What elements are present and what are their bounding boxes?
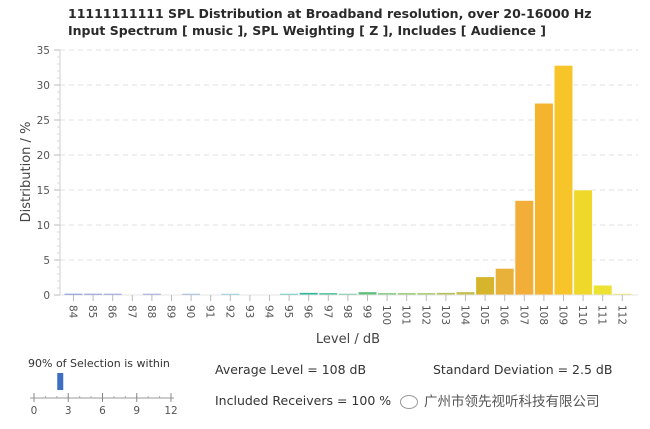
x-tick-label: 93 bbox=[243, 305, 255, 318]
bar-108 bbox=[534, 102, 554, 296]
x-tick-label: 85 bbox=[86, 305, 98, 318]
y-tick-label: 10 bbox=[37, 220, 50, 232]
x-tick-label: 86 bbox=[106, 305, 118, 319]
x-tick-label: 87 bbox=[125, 305, 137, 318]
y-tick-label: 20 bbox=[37, 150, 50, 162]
x-tick-label: 94 bbox=[263, 305, 275, 319]
chart-title-block: 11111111111 SPL Distribution at Broadban… bbox=[68, 5, 592, 39]
y-tick-label: 25 bbox=[37, 115, 50, 127]
x-tick-label: 107 bbox=[517, 305, 529, 325]
x-axis: 84 85 86 87 88 89 90 91 92 93 94 95 96 97 98 99 100 101 10… bbox=[60, 294, 638, 325]
included-receivers: Included Receivers = 100 % bbox=[215, 393, 392, 408]
bar-111 bbox=[593, 284, 613, 296]
chart-title: 11111111111 SPL Distribution at Broadban… bbox=[68, 6, 592, 21]
selection-tick-label: 0 bbox=[31, 405, 38, 417]
x-tick-label: 99 bbox=[361, 305, 373, 318]
x-tick-label: 101 bbox=[400, 305, 412, 325]
selection-tick-label: 9 bbox=[133, 405, 140, 417]
selection-tick-label: 3 bbox=[65, 405, 72, 417]
selection-range-indicator: 0 3 6 9 12 bbox=[30, 373, 178, 417]
chart-subtitle: Input Spectrum [ music ], SPL Weighting … bbox=[68, 23, 547, 38]
y-tick-label: 30 bbox=[37, 80, 50, 92]
y-tick-label: 0 bbox=[43, 290, 50, 302]
x-tick-label: 95 bbox=[282, 305, 294, 318]
bar-106 bbox=[495, 268, 515, 296]
bar-105 bbox=[475, 276, 495, 296]
bar-107 bbox=[514, 200, 534, 296]
y-tick-label: 15 bbox=[37, 185, 50, 197]
bar-109 bbox=[553, 65, 574, 296]
x-tick-label: 90 bbox=[184, 305, 196, 318]
x-axis-title: Level / dB bbox=[316, 332, 380, 347]
average-level: Average Level = 108 dB bbox=[215, 362, 367, 377]
x-tick-label: 100 bbox=[380, 305, 392, 325]
bar-110 bbox=[573, 189, 593, 296]
x-tick-label: 98 bbox=[341, 305, 353, 318]
y-tick-label: 5 bbox=[43, 255, 50, 267]
x-tick-label: 92 bbox=[223, 305, 235, 318]
x-tick-label: 102 bbox=[419, 305, 431, 325]
x-tick-label: 105 bbox=[478, 305, 490, 325]
distribution-chart: 0 5 10 15 20 25 30 35 84 85 86 87 88 89 90 91 92 93 94 95 9… bbox=[19, 45, 638, 347]
watermark: 广州市领先视听科技有限公司 bbox=[400, 390, 600, 410]
x-tick-label: 108 bbox=[537, 305, 549, 325]
watermark-text: 广州市领先视听科技有限公司 bbox=[424, 394, 600, 410]
x-tick-label: 103 bbox=[439, 305, 451, 325]
x-tick-label: 96 bbox=[302, 305, 314, 319]
y-axis-title: Distribution / % bbox=[19, 122, 34, 223]
y-tick-label: 35 bbox=[37, 45, 50, 57]
x-tick-label: 104 bbox=[459, 305, 471, 325]
x-tick-label: 109 bbox=[557, 305, 569, 325]
selection-tick-label: 6 bbox=[99, 405, 106, 417]
x-tick-label: 97 bbox=[321, 305, 333, 318]
bars bbox=[63, 65, 632, 296]
y-axis: 0 5 10 15 20 25 30 35 bbox=[37, 45, 61, 302]
x-tick-label: 111 bbox=[596, 305, 608, 325]
x-tick-label: 88 bbox=[145, 305, 157, 318]
x-tick-label: 91 bbox=[204, 305, 216, 318]
x-tick-label: 112 bbox=[615, 305, 627, 325]
x-tick-label: 110 bbox=[576, 305, 588, 325]
x-tick-label: 106 bbox=[498, 305, 510, 325]
selection-tick-label: 12 bbox=[164, 405, 177, 417]
wechat-icon bbox=[400, 395, 418, 409]
x-tick-label: 84 bbox=[67, 305, 79, 319]
x-tick-label: 89 bbox=[165, 305, 177, 318]
standard-deviation: Standard Deviation = 2.5 dB bbox=[433, 362, 613, 377]
selection-title: 90% of Selection is within bbox=[28, 357, 170, 370]
selection-bar bbox=[57, 373, 64, 390]
